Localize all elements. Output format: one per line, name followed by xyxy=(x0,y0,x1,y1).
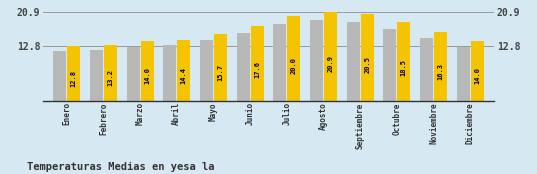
Text: 14.0: 14.0 xyxy=(474,67,480,84)
Bar xyxy=(471,41,484,101)
Bar xyxy=(200,40,213,101)
Bar xyxy=(251,26,264,101)
Text: 17.6: 17.6 xyxy=(254,61,260,78)
Bar xyxy=(434,32,447,101)
Text: 14.0: 14.0 xyxy=(144,67,150,84)
Bar xyxy=(67,46,80,101)
Text: 20.0: 20.0 xyxy=(291,57,297,74)
Bar xyxy=(383,29,396,101)
Text: Temperaturas Medias en yesa la: Temperaturas Medias en yesa la xyxy=(27,162,214,172)
Text: 12.8: 12.8 xyxy=(71,70,77,86)
Text: 14.4: 14.4 xyxy=(181,67,187,84)
Bar xyxy=(177,40,190,101)
Bar xyxy=(420,38,433,101)
Bar xyxy=(324,12,337,101)
Text: 16.3: 16.3 xyxy=(438,63,444,80)
Text: 15.7: 15.7 xyxy=(217,64,223,81)
Bar xyxy=(53,51,66,101)
Bar xyxy=(361,14,374,101)
Bar xyxy=(310,20,323,101)
Bar xyxy=(214,34,227,101)
Bar xyxy=(104,45,117,101)
Bar xyxy=(237,33,250,101)
Bar xyxy=(273,23,286,101)
Bar xyxy=(141,41,154,101)
Bar xyxy=(457,47,470,101)
Bar xyxy=(397,22,410,101)
Text: 18.5: 18.5 xyxy=(401,59,407,76)
Text: 20.9: 20.9 xyxy=(328,55,333,72)
Bar xyxy=(347,22,360,101)
Text: 13.2: 13.2 xyxy=(107,69,113,86)
Bar xyxy=(163,45,176,101)
Text: 20.5: 20.5 xyxy=(364,56,370,73)
Bar xyxy=(90,50,103,101)
Bar xyxy=(127,47,140,101)
Bar xyxy=(287,16,300,101)
